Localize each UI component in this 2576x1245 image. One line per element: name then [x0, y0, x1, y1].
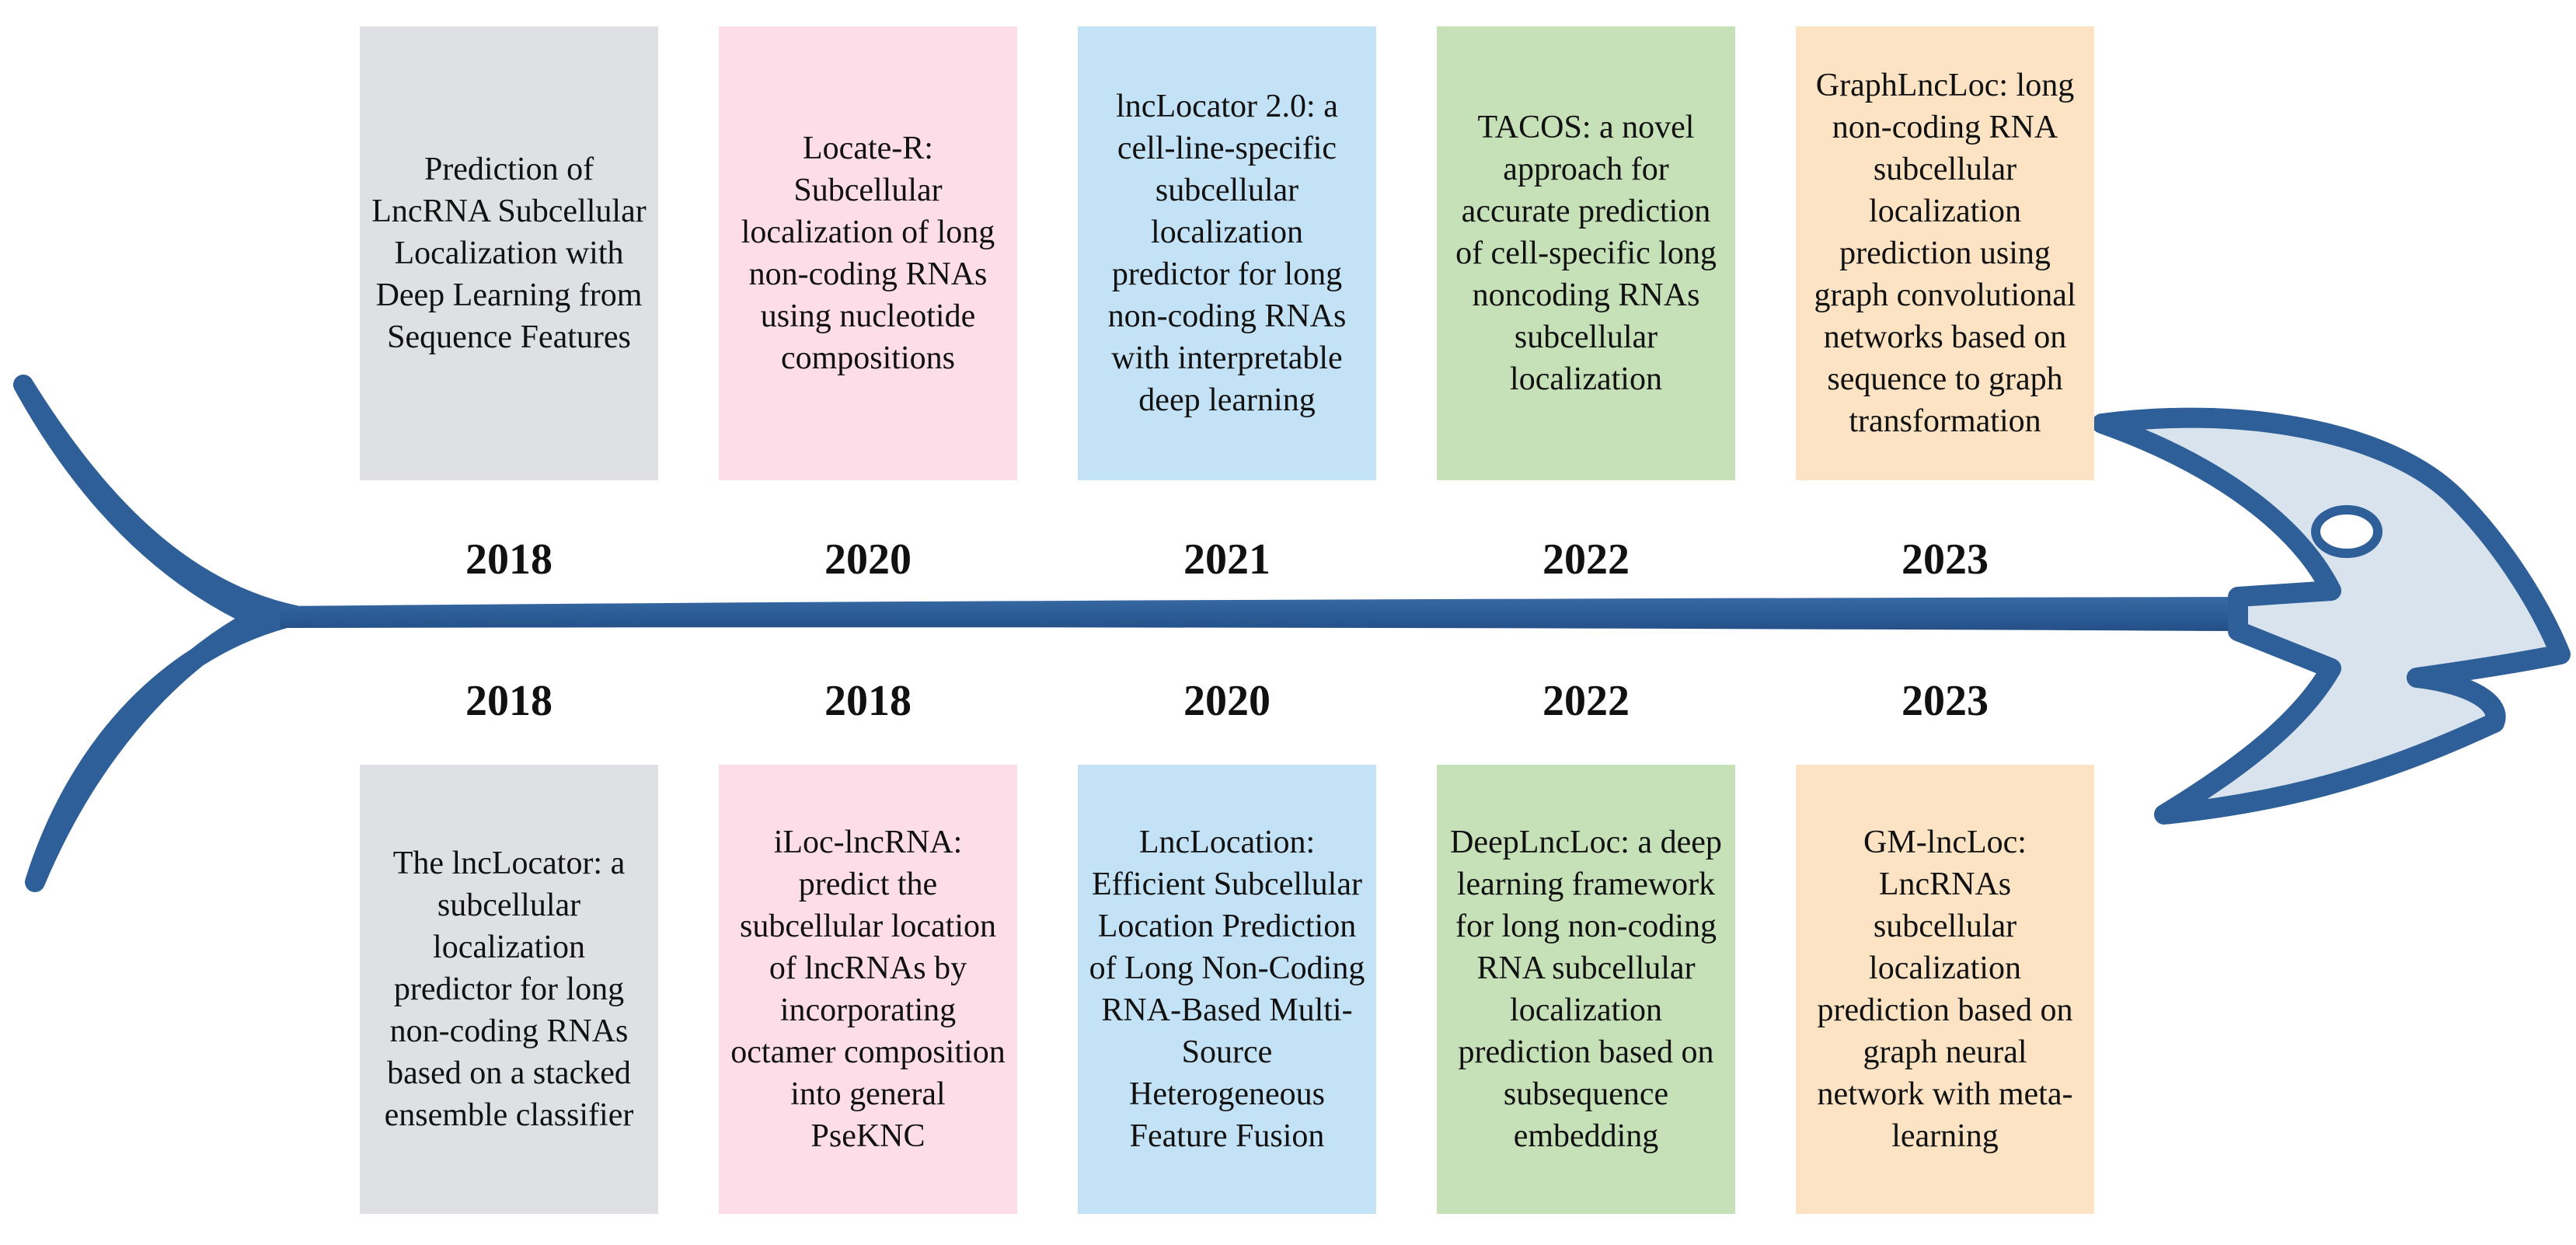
bottom-year-1: 2018: [465, 677, 552, 725]
bottom-card-1-title: The lncLocator: a subcellular localizati…: [384, 846, 634, 1133]
top-card-1-title: Prediction of LncRNA Subcellular Localiz…: [371, 152, 647, 355]
bottom-card-3: LncLocation: Efficient Subcellular Locat…: [1078, 765, 1376, 1214]
bottom-card-2: iLoc-lncRNA: predict the subcellular loc…: [719, 765, 1017, 1214]
bottom-card-1: The lncLocator: a subcellular localizati…: [360, 765, 658, 1214]
bottom-card-4: DeepLncLoc: a deep learning framework fo…: [1437, 765, 1735, 1214]
bottom-year-5: 2023: [1901, 677, 1989, 725]
top-card-2-title: Locate-R: Subcellular localization of lo…: [741, 131, 995, 376]
bottom-year-3: 2020: [1183, 677, 1271, 725]
top-card-1: Prediction of LncRNA Subcellular Localiz…: [360, 26, 658, 480]
bottom-card-4-title: DeepLncLoc: a deep learning framework fo…: [1450, 825, 1722, 1154]
top-year-2: 2020: [824, 535, 912, 584]
top-year-1: 2018: [465, 535, 552, 584]
bottom-card-5: GM-lncLoc: LncRNAs subcellular localizat…: [1796, 765, 2094, 1214]
top-card-5: GraphLncLoc: long non-coding RNA subcell…: [1796, 26, 2094, 480]
fish-head: [2092, 407, 2571, 825]
bottom-card-2-title: iLoc-lncRNA: predict the subcellular loc…: [730, 825, 1006, 1154]
top-card-3-title: lncLocator 2.0: a cell-line-specific sub…: [1107, 89, 1347, 418]
top-card-2: Locate-R: Subcellular localization of lo…: [719, 26, 1017, 480]
top-year-3: 2021: [1183, 535, 1271, 584]
bottom-card-3-title: LncLocation: Efficient Subcellular Locat…: [1089, 825, 1365, 1154]
top-card-4: TACOS: a novel approach for accurate pre…: [1437, 26, 1735, 480]
top-card-3: lncLocator 2.0: a cell-line-specific sub…: [1078, 26, 1376, 480]
top-card-5-title: GraphLncLoc: long non-coding RNA subcell…: [1814, 68, 2076, 439]
bottom-year-2: 2018: [824, 677, 912, 725]
top-card-4-title: TACOS: a novel approach for accurate pre…: [1455, 110, 1717, 397]
bottom-year-4: 2022: [1542, 677, 1630, 725]
fish-tail: [13, 375, 305, 892]
top-year-5: 2023: [1901, 535, 1989, 584]
fish-spine: [280, 597, 2238, 631]
bottom-card-5-title: GM-lncLoc: LncRNAs subcellular localizat…: [1817, 825, 2073, 1154]
top-year-4: 2022: [1542, 535, 1630, 584]
fish-eye: [2311, 505, 2383, 558]
